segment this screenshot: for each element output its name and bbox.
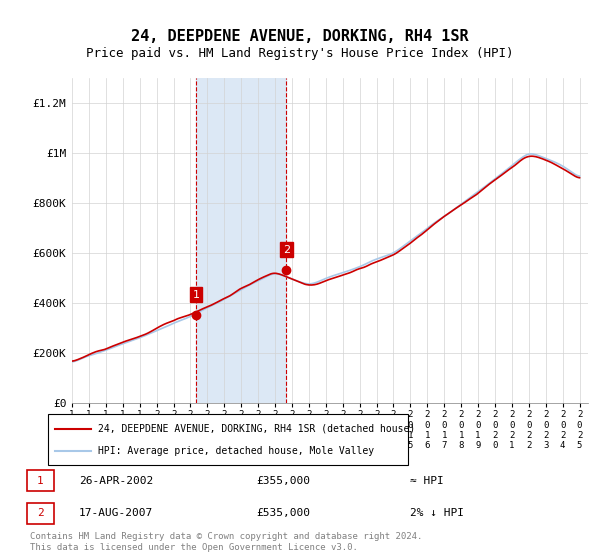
- Text: 17-AUG-2007: 17-AUG-2007: [79, 508, 154, 519]
- Text: £535,000: £535,000: [256, 508, 310, 519]
- Text: Contains HM Land Registry data © Crown copyright and database right 2024.
This d: Contains HM Land Registry data © Crown c…: [30, 532, 422, 552]
- Text: 2% ↓ HPI: 2% ↓ HPI: [410, 508, 464, 519]
- FancyBboxPatch shape: [48, 414, 408, 465]
- FancyBboxPatch shape: [27, 470, 55, 491]
- Bar: [196, 78, 286, 403]
- Text: Price paid vs. HM Land Registry's House Price Index (HPI): Price paid vs. HM Land Registry's House …: [86, 46, 514, 60]
- Text: 26-APR-2002: 26-APR-2002: [79, 475, 154, 486]
- Text: 2: 2: [37, 508, 44, 519]
- Text: 1: 1: [193, 290, 200, 300]
- FancyBboxPatch shape: [27, 503, 55, 524]
- Text: 1: 1: [37, 475, 44, 486]
- Text: 2: 2: [283, 245, 290, 255]
- Text: 24, DEEPDENE AVENUE, DORKING, RH4 1SR (detached house): 24, DEEPDENE AVENUE, DORKING, RH4 1SR (d…: [98, 423, 416, 433]
- Text: ≈ HPI: ≈ HPI: [410, 475, 444, 486]
- Text: 24, DEEPDENE AVENUE, DORKING, RH4 1SR: 24, DEEPDENE AVENUE, DORKING, RH4 1SR: [131, 29, 469, 44]
- Text: HPI: Average price, detached house, Mole Valley: HPI: Average price, detached house, Mole…: [98, 446, 374, 456]
- Text: £355,000: £355,000: [256, 475, 310, 486]
